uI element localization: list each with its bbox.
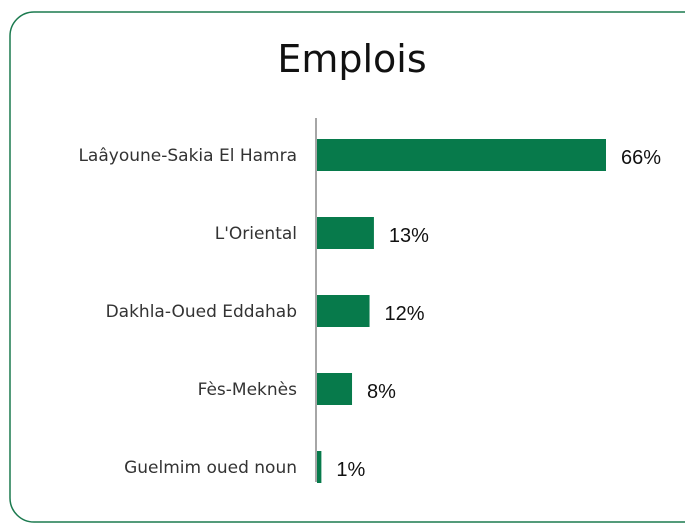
chart-title: Emplois: [277, 37, 426, 81]
value-label: 1%: [336, 459, 365, 481]
value-label: 12%: [385, 303, 425, 325]
bar: [317, 139, 606, 171]
bar: [317, 295, 370, 327]
category-label: Laâyoune-Sakia El Hamra: [78, 146, 297, 166]
bar: [317, 217, 374, 249]
value-label: 8%: [367, 381, 396, 403]
value-label: 13%: [389, 225, 429, 247]
category-label: Guelmim oued noun: [124, 458, 297, 478]
bar: [317, 373, 353, 405]
category-label: L'Oriental: [215, 224, 297, 244]
card-border: [9, 11, 685, 523]
value-label: 66%: [621, 147, 661, 169]
category-label: Dakhla-Oued Eddahab: [106, 302, 297, 322]
category-label: Fès-Meknès: [198, 380, 298, 400]
bar: [317, 451, 322, 483]
